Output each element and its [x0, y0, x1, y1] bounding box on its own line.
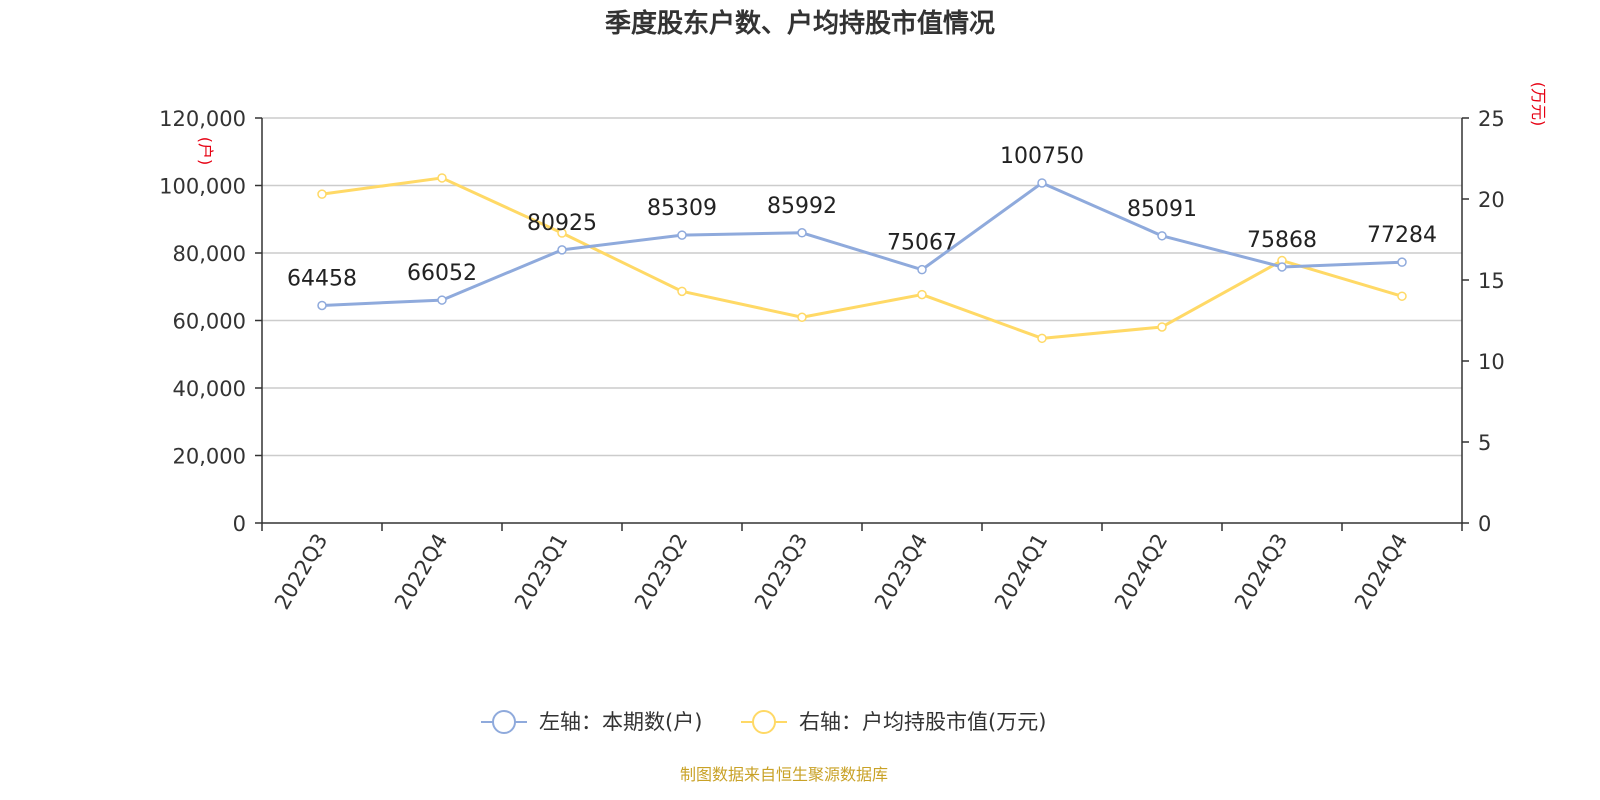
series-point-left[interactable] — [677, 230, 687, 240]
legend-left-circle-icon — [492, 710, 516, 734]
series-point-right[interactable] — [797, 312, 807, 323]
data-label: 100750 — [1000, 144, 1084, 169]
legend-item-left-series[interactable]: 左轴：本期数(户) — [481, 710, 702, 734]
series-line-right — [321, 176, 1403, 340]
data-label: 85091 — [1127, 197, 1197, 222]
left-tick-label: 100,000 — [159, 175, 246, 199]
left-tick-label: 120,000 — [159, 107, 246, 131]
right-tick-label: 15 — [1478, 269, 1505, 293]
data-labels: 64458 66052 80925 85309 85992 75067 100750 8509… — [287, 144, 1437, 291]
series-point-left[interactable] — [1277, 262, 1287, 272]
data-label: 80925 — [527, 211, 597, 236]
data-label: 64458 — [287, 266, 357, 291]
data-label: 77284 — [1367, 223, 1437, 248]
series-point-right[interactable] — [677, 286, 687, 297]
data-label: 85992 — [767, 194, 837, 219]
series-line-left — [321, 181, 1403, 307]
right-axis-unit-label: (万元) — [1529, 82, 1548, 127]
left-tick-label: 0 — [233, 512, 246, 536]
legend-right-label: 右轴：户均持股市值(万元) — [799, 710, 1046, 734]
x-tick-label: 2024Q1 — [990, 530, 1052, 614]
left-tick-label: 20,000 — [173, 445, 246, 469]
axis-ticks: 0 20,000 40,000 60,000 80,000 100,000 120,000 0… — [159, 107, 1505, 614]
right-tick-label: 0 — [1478, 512, 1491, 536]
x-tick-label: 2022Q3 — [270, 530, 332, 614]
legend: 左轴：本期数(户) 右轴：户均持股市值(万元) — [481, 710, 1046, 734]
legend-right-circle-icon — [752, 710, 776, 734]
x-tick-label: 2023Q1 — [510, 530, 572, 614]
left-tick-label: 80,000 — [173, 242, 246, 266]
x-tick-label: 2024Q4 — [1350, 530, 1412, 614]
right-tick-label: 10 — [1478, 350, 1505, 374]
x-tick-label: 2023Q2 — [630, 530, 692, 614]
series-point-right[interactable] — [317, 189, 327, 199]
left-tick-label: 40,000 — [173, 377, 246, 401]
x-tick-label: 2023Q4 — [870, 530, 932, 614]
data-label: 85309 — [647, 196, 717, 221]
series-point-left[interactable] — [1397, 257, 1407, 267]
series-point-right[interactable] — [437, 173, 447, 183]
x-tick-label: 2023Q3 — [750, 530, 812, 614]
series-point-right[interactable] — [1397, 291, 1407, 301]
series-point-left[interactable] — [1037, 178, 1047, 188]
series-point-right[interactable] — [917, 289, 927, 300]
x-tick-label: 2022Q4 — [390, 530, 452, 614]
left-tick-label: 60,000 — [173, 310, 246, 334]
series-point-left[interactable] — [1157, 231, 1167, 241]
chart-title: 季度股东户数、户均持股市值情况 — [605, 8, 995, 39]
data-label: 66052 — [407, 261, 477, 286]
grid-lines — [262, 117, 1462, 457]
series-point-left[interactable] — [317, 300, 327, 311]
source-note: 制图数据来自恒生聚源数据库 — [680, 765, 888, 784]
right-tick-label: 20 — [1478, 188, 1505, 212]
legend-item-right-series[interactable]: 右轴：户均持股市值(万元) — [741, 710, 1046, 734]
series-point-left[interactable] — [437, 295, 447, 305]
series-point-left[interactable] — [917, 264, 927, 275]
series-point-left[interactable] — [797, 228, 807, 238]
left-axis-unit-label: (户) — [196, 137, 215, 166]
right-tick-label: 25 — [1478, 107, 1505, 131]
data-label: 75067 — [887, 231, 957, 256]
legend-left-label: 左轴：本期数(户) — [539, 710, 702, 734]
data-label: 75868 — [1247, 228, 1317, 253]
x-tick-label: 2024Q3 — [1230, 530, 1292, 614]
series-point-left[interactable] — [557, 245, 567, 255]
x-tick-label: 2024Q2 — [1110, 530, 1172, 614]
series-point-right[interactable] — [1157, 322, 1167, 332]
right-tick-label: 5 — [1478, 431, 1491, 455]
series-point-right[interactable] — [557, 228, 567, 238]
series-layer — [317, 173, 1407, 344]
series-point-right[interactable] — [1037, 333, 1047, 344]
